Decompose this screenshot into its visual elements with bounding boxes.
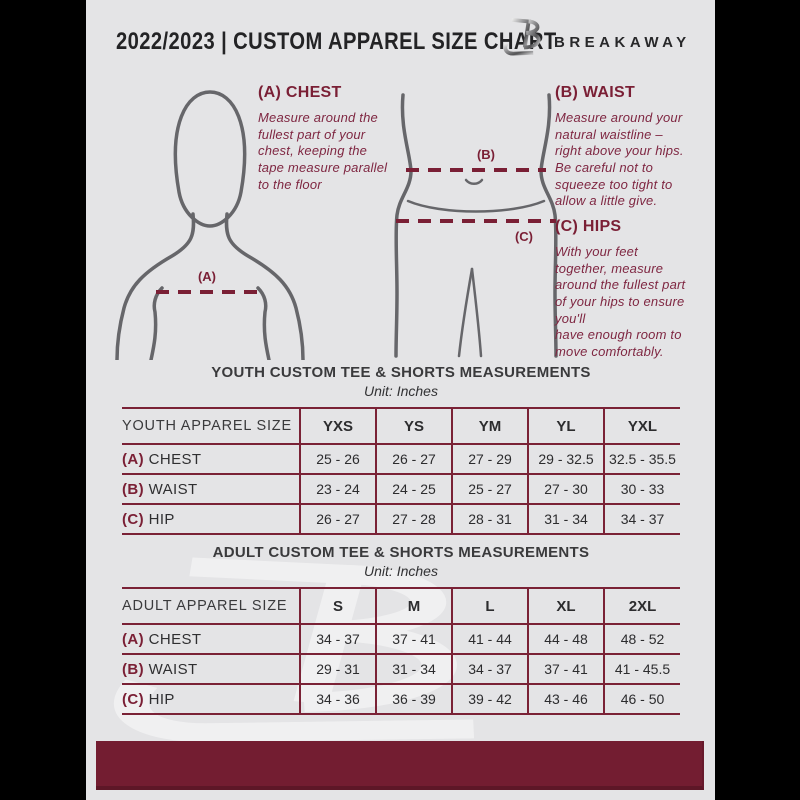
row-title: CHEST bbox=[144, 450, 202, 468]
hips-guide-body: With your feet together, measure around … bbox=[555, 244, 686, 359]
youth-section-unit: Unit: Inches bbox=[364, 383, 438, 399]
table-cell: 23 - 24 bbox=[299, 474, 376, 505]
row-title: WAIST bbox=[144, 480, 198, 498]
row-prefix: (A) bbox=[122, 450, 145, 468]
size-header-l: L bbox=[451, 587, 528, 625]
table-cell: 27 - 28 bbox=[375, 504, 452, 535]
waist-guide-body: Measure around your natural waistline – … bbox=[555, 110, 684, 209]
table-cell: 34 - 36 bbox=[299, 684, 376, 715]
table-cell: 46 - 50 bbox=[603, 684, 680, 715]
youth-size-column-header: YOUTH APPAREL SIZE bbox=[122, 407, 300, 445]
row-title: HIP bbox=[144, 690, 175, 708]
chest-guide-body: Measure around the fullest part of your … bbox=[258, 110, 388, 192]
row-label-hip: (C) HIP bbox=[122, 504, 300, 535]
table-cell: 31 - 34 bbox=[375, 654, 452, 685]
adult-measurements-section: ADULT CUSTOM TEE & SHORTS MEASUREMENTS U… bbox=[122, 544, 680, 715]
youth-hip-row: (C) HIP 26 - 27 27 - 28 28 - 31 31 - 34 … bbox=[122, 504, 680, 535]
waist-hips-figure-illustration: (B) (C) bbox=[394, 93, 558, 358]
row-title: CHEST bbox=[144, 630, 202, 648]
chest-guide-section: (A) CHEST Measure around the fullest par… bbox=[258, 84, 416, 193]
chest-guide-heading: (A) CHEST bbox=[258, 84, 342, 101]
row-label-waist: (B) WAIST bbox=[122, 654, 300, 685]
brand-name: BREAKAWAY bbox=[554, 34, 691, 51]
table-cell: 29 - 31 bbox=[299, 654, 376, 685]
table-cell: 25 - 26 bbox=[299, 444, 376, 475]
table-cell: 41 - 45.5 bbox=[603, 654, 680, 685]
row-prefix: (C) bbox=[122, 690, 145, 708]
adult-size-table: ADULT APPAREL SIZE S M L XL 2XL (A) CHES… bbox=[122, 587, 680, 715]
youth-section-title: YOUTH CUSTOM TEE & SHORTS MEASUREMENTS bbox=[211, 364, 591, 381]
table-cell: 36 - 39 bbox=[375, 684, 452, 715]
size-header-xl: XL bbox=[527, 587, 604, 625]
row-label-hip: (C) HIP bbox=[122, 684, 300, 715]
table-cell: 34 - 37 bbox=[603, 504, 680, 535]
row-title: HIP bbox=[144, 510, 175, 528]
adult-chest-row: (A) CHEST 34 - 37 37 - 41 41 - 44 44 - 4… bbox=[122, 624, 680, 655]
youth-measurements-section: YOUTH CUSTOM TEE & SHORTS MEASUREMENTS U… bbox=[122, 364, 680, 535]
table-cell: 26 - 27 bbox=[299, 504, 376, 535]
table-cell: 43 - 46 bbox=[527, 684, 604, 715]
table-cell: 29 - 32.5 bbox=[527, 444, 604, 475]
table-cell: 28 - 31 bbox=[451, 504, 528, 535]
waist-guide-heading: (B) WAIST bbox=[555, 84, 636, 101]
row-label-chest: (A) CHEST bbox=[122, 444, 300, 475]
hips-guide-section: (C) HIPS With your feet together, measur… bbox=[555, 218, 713, 360]
table-cell: 37 - 41 bbox=[375, 624, 452, 655]
table-cell: 41 - 44 bbox=[451, 624, 528, 655]
size-header-s: S bbox=[299, 587, 376, 625]
table-cell: 34 - 37 bbox=[299, 624, 376, 655]
row-label-chest: (A) CHEST bbox=[122, 624, 300, 655]
adult-waist-row: (B) WAIST 29 - 31 31 - 34 34 - 37 37 - 4… bbox=[122, 654, 680, 685]
hips-guide-heading: (C) HIPS bbox=[555, 218, 622, 235]
table-cell: 32.5 - 35.5 bbox=[603, 444, 680, 475]
table-cell: 37 - 41 bbox=[527, 654, 604, 685]
adult-hip-row: (C) HIP 34 - 36 36 - 39 39 - 42 43 - 46 … bbox=[122, 684, 680, 715]
waist-guide-section: (B) WAIST Measure around your natural wa… bbox=[555, 84, 713, 210]
table-cell: 34 - 37 bbox=[451, 654, 528, 685]
hips-marker-label: (C) bbox=[515, 229, 533, 244]
table-cell: 27 - 29 bbox=[451, 444, 528, 475]
table-cell: 25 - 27 bbox=[451, 474, 528, 505]
row-title: WAIST bbox=[144, 660, 198, 678]
size-header-yxl: YXL bbox=[603, 407, 680, 445]
size-header-m: M bbox=[375, 587, 452, 625]
youth-waist-row: (B) WAIST 23 - 24 24 - 25 25 - 27 27 - 3… bbox=[122, 474, 680, 505]
table-cell: 26 - 27 bbox=[375, 444, 452, 475]
youth-table-header-row: YOUTH APPAREL SIZE YXS YS YM YL YXL bbox=[122, 407, 680, 445]
size-chart-page: 2022/2023 | CUSTOM APPAREL SIZE CHART BR… bbox=[86, 0, 715, 800]
chest-figure-illustration: (A) bbox=[115, 90, 305, 360]
size-header-yl: YL bbox=[527, 407, 604, 445]
table-cell: 44 - 48 bbox=[527, 624, 604, 655]
adult-section-unit: Unit: Inches bbox=[364, 563, 438, 579]
adult-section-title: ADULT CUSTOM TEE & SHORTS MEASUREMENTS bbox=[212, 544, 590, 561]
size-header-yxs: YXS bbox=[299, 407, 376, 445]
table-cell: 48 - 52 bbox=[603, 624, 680, 655]
page-title: 2022/2023 | CUSTOM APPAREL SIZE CHART bbox=[116, 28, 557, 55]
table-cell: 27 - 30 bbox=[527, 474, 604, 505]
breakaway-logo-icon bbox=[503, 17, 541, 56]
size-header-2xl: 2XL bbox=[603, 587, 680, 625]
adult-table-header-row: ADULT APPAREL SIZE S M L XL 2XL bbox=[122, 587, 680, 625]
row-prefix: (B) bbox=[122, 480, 145, 498]
table-cell: 24 - 25 bbox=[375, 474, 452, 505]
chest-marker-label: (A) bbox=[198, 269, 216, 284]
adult-size-column-header: ADULT APPAREL SIZE bbox=[122, 587, 300, 625]
row-label-waist: (B) WAIST bbox=[122, 474, 300, 505]
row-prefix: (B) bbox=[122, 660, 145, 678]
size-header-ys: YS bbox=[375, 407, 452, 445]
footer-accent-bar bbox=[96, 741, 704, 790]
row-prefix: (A) bbox=[122, 630, 145, 648]
waist-marker-label: (B) bbox=[477, 147, 495, 162]
youth-chest-row: (A) CHEST 25 - 26 26 - 27 27 - 29 29 - 3… bbox=[122, 444, 680, 475]
size-header-ym: YM bbox=[451, 407, 528, 445]
table-cell: 39 - 42 bbox=[451, 684, 528, 715]
youth-size-table: YOUTH APPAREL SIZE YXS YS YM YL YXL (A) … bbox=[122, 407, 680, 535]
table-cell: 30 - 33 bbox=[603, 474, 680, 505]
row-prefix: (C) bbox=[122, 510, 145, 528]
table-cell: 31 - 34 bbox=[527, 504, 604, 535]
